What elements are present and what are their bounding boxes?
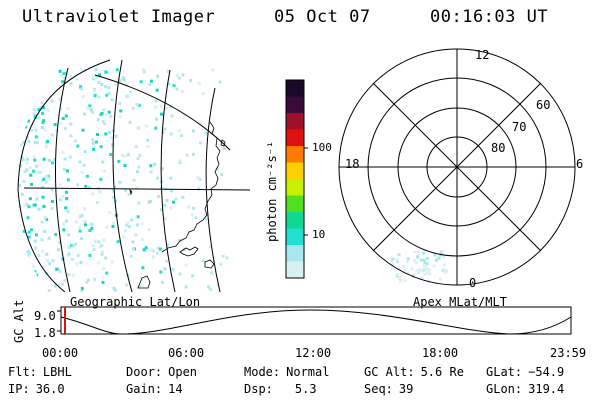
colorbar-segment	[286, 146, 304, 163]
timeline-ytick-1-8: 1.8	[34, 326, 56, 340]
info-mode-value: Normal	[286, 365, 330, 379]
info-ip-label: IP:	[8, 382, 30, 396]
info-glat-label: GLat:	[486, 365, 523, 379]
colorbar-unit-label: photon cm⁻²s⁻¹	[265, 140, 279, 242]
info-seq-value: 39	[398, 382, 414, 396]
info-gc-alt: GC Alt: 5.6 Re	[364, 365, 464, 379]
lat-lon-grid	[17, 59, 251, 292]
mlt-label-6: 6	[576, 157, 584, 171]
timeline-frame	[60, 306, 572, 335]
info-gain-value: 14	[168, 382, 183, 396]
polar-panel-label: Apex MLat/MLT	[413, 295, 507, 309]
info-filter-label: Flt:	[8, 365, 37, 379]
info-filter-value: LBHL	[42, 365, 72, 379]
meridian-line	[112, 59, 133, 292]
polar-axis-diagonal	[372, 82, 542, 252]
parallel-line	[94, 74, 231, 151]
colorbar-segment	[286, 212, 304, 229]
colorbar-segment	[286, 96, 304, 114]
info-dsp-label: Dsp:	[244, 382, 273, 396]
colorbar-segment	[286, 129, 304, 147]
info-door-label: Door:	[126, 365, 163, 379]
info-mode-label: Mode:	[244, 365, 281, 379]
timeline-xtick-2359: 23:59	[550, 346, 587, 360]
mlt-label-12: 12	[475, 48, 490, 62]
info-dsp-value: 5.3	[294, 382, 317, 396]
info-glat: GLat: −54.9	[486, 365, 564, 379]
colorbar-frame	[285, 79, 305, 279]
info-glat-value: −54.9	[528, 365, 565, 379]
info-glon-label: GLon:	[486, 382, 523, 396]
meridian-line	[205, 87, 221, 292]
info-mode: Mode: Normal	[244, 365, 329, 379]
info-ip-value: 36.0	[35, 382, 65, 396]
info-filter: Flt: LBHL	[8, 365, 72, 379]
colorbar-tick-100: 100	[312, 141, 332, 154]
altitude-curve	[60, 309, 572, 335]
earth-limb	[17, 59, 111, 191]
geographic-map	[17, 59, 251, 292]
date-label: 05 Oct 07	[274, 7, 371, 27]
mlt-label-18: 18	[345, 157, 360, 171]
orbit-altitude-timeline	[57, 306, 572, 335]
colorbar-segment	[286, 80, 304, 97]
info-gc-alt-value: 5.6 Re	[420, 365, 464, 379]
mlat-label-70: 70	[512, 120, 527, 134]
colorbar-segment	[286, 195, 304, 213]
time-label: 00:16:03 UT	[430, 7, 549, 27]
polar-mlat-mlt-plot	[338, 48, 576, 286]
mlt-label-0: 0	[469, 276, 477, 290]
timeline-y-label: GC Alt	[12, 299, 26, 343]
coastline	[129, 121, 226, 289]
info-gain: Gain: 14	[126, 382, 183, 396]
info-door: Door: Open	[126, 365, 197, 379]
colorbar	[285, 79, 308, 279]
meridian-line	[160, 69, 176, 292]
colorbar-segment	[286, 228, 304, 246]
mlat-label-60: 60	[536, 98, 551, 112]
timeline-xtick-1200: 12:00	[295, 346, 332, 360]
info-seq-label: Seq:	[364, 382, 393, 396]
info-seq: Seq: 39	[364, 382, 413, 396]
info-door-value: Open	[168, 365, 198, 379]
info-glon-value: 319.4	[528, 382, 565, 396]
colorbar-segment	[286, 179, 304, 196]
mlat-label-80: 80	[491, 141, 506, 155]
info-ip: IP: 36.0	[8, 382, 65, 396]
info-gc-alt-label: GC Alt:	[364, 365, 415, 379]
timeline-xtick-0000: 00:00	[42, 346, 79, 360]
colorbar-segment	[286, 162, 304, 180]
colorbar-segment	[286, 245, 304, 262]
timeline-xtick-0600: 06:00	[168, 346, 205, 360]
map-panel-label: Geographic Lat/Lon	[70, 295, 201, 309]
timeline-ytick-9: 9.0	[34, 309, 56, 323]
info-gain-label: Gain:	[126, 382, 163, 396]
parallel-line	[23, 187, 251, 191]
info-dsp: Dsp: 5.3	[244, 382, 317, 396]
colorbar-tick-10: 10	[312, 228, 326, 241]
info-glon: GLon: 319.4	[486, 382, 564, 396]
colorbar-segment	[286, 113, 304, 130]
instrument-title: Ultraviolet Imager	[22, 7, 216, 27]
colorbar-scale	[286, 80, 304, 279]
earth-limb-lower	[17, 189, 66, 292]
colorbar-segment	[286, 261, 304, 279]
timeline-xtick-1800: 18:00	[422, 346, 459, 360]
meridian-line	[55, 67, 71, 292]
polar-emission-dots	[390, 250, 448, 283]
